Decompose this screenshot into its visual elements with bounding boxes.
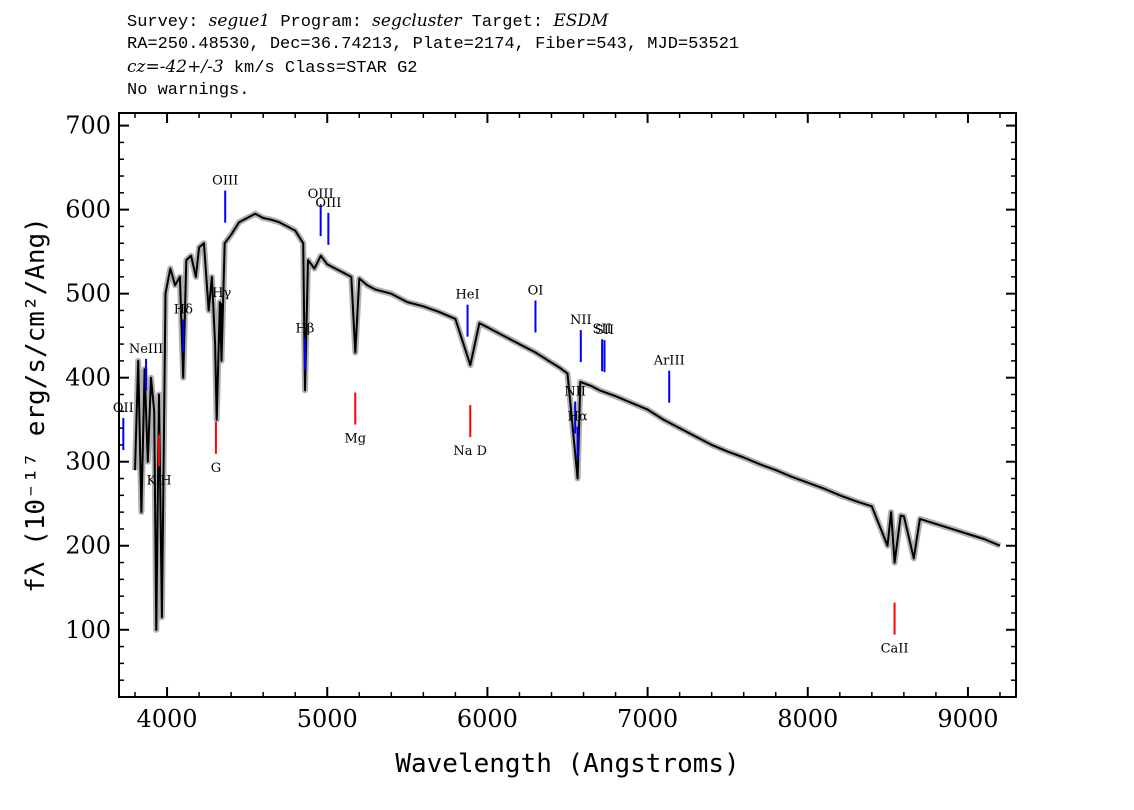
- line-marker-4: OIII: [308, 187, 334, 237]
- y-tick-label: 200: [65, 532, 111, 560]
- target-label: Target:: [471, 13, 544, 32]
- line-marker-label: OII: [113, 401, 134, 416]
- line-marker-6: OII: [113, 401, 134, 451]
- header-line-3: cz=-42+/-3 km/s Class=STAR G2: [127, 56, 739, 80]
- line-marker-2: OIII: [212, 174, 238, 223]
- line-marker-label: NII: [564, 385, 586, 400]
- x-tick-label: 6000: [457, 705, 518, 733]
- target-value: ESDM: [553, 11, 609, 31]
- line-marker-3: Hβ: [296, 321, 315, 371]
- cz-unit-class: km/s Class=STAR G2: [223, 59, 418, 78]
- line-marker-label: SII: [595, 323, 614, 338]
- line-marker-label: SII: [593, 322, 612, 337]
- line-marker-9: OI: [528, 283, 544, 333]
- program-value: segcluster: [372, 11, 462, 31]
- line-marker-1: Hδ: [174, 302, 193, 352]
- line-marker-label: CaII: [881, 642, 909, 657]
- survey-label: Survey:: [127, 13, 199, 32]
- x-tick-label: 9000: [937, 705, 998, 733]
- y-tick-label: 400: [65, 364, 111, 392]
- survey-value: segue1: [208, 11, 271, 31]
- line-marker-label: OIII: [308, 187, 334, 202]
- line-marker-7: NeIII: [129, 342, 163, 391]
- y-axis-title: fλ (10⁻¹⁷ erg/s/cm²/Ang): [21, 217, 51, 593]
- spectrum-line-0: [134, 212, 1001, 631]
- line-marker-label: K H: [146, 473, 171, 488]
- line-marker-label: OI: [528, 283, 544, 298]
- line-marker-16: K H: [146, 434, 172, 488]
- line-marker-11: Hα: [568, 410, 588, 459]
- line-marker-label: NII: [570, 313, 592, 328]
- cz-value: -42+/-3: [159, 57, 224, 77]
- line-marker-label: HeI: [455, 288, 479, 303]
- line-marker-label: Hα: [568, 410, 588, 425]
- header-line-2: RA=250.48530, Dec=36.74213, Plate=2174, …: [127, 35, 740, 54]
- y-tick-label: 100: [65, 616, 111, 644]
- line-marker-12: NII: [570, 313, 592, 363]
- line-marker-label: OIII: [212, 174, 238, 189]
- line-marker-10: NII: [564, 385, 586, 434]
- line-marker-13: SII: [593, 322, 612, 372]
- y-tick-label: 500: [65, 280, 111, 308]
- x-axis-title: Wavelength (Angstroms): [395, 749, 739, 779]
- line-marker-0: Hγ: [212, 286, 231, 336]
- line-marker-label: ArIII: [653, 354, 685, 369]
- y-tick-label: 700: [65, 112, 111, 140]
- y-tick-label: 600: [65, 196, 111, 224]
- line-marker-label: NeIII: [129, 342, 163, 357]
- line-marker-5: OIII: [315, 196, 341, 245]
- x-tick-label: 4000: [137, 705, 198, 733]
- line-marker-15: ArIII: [653, 354, 685, 403]
- spectrum-series: [134, 212, 1001, 631]
- line-marker-label: G: [211, 461, 221, 476]
- line-marker-label: OIII: [315, 196, 341, 211]
- line-marker-label: Na D: [453, 444, 487, 459]
- line-marker-8: HeI: [455, 288, 480, 337]
- x-tick-label: 8000: [777, 705, 838, 733]
- line-marker-label: Hγ: [212, 286, 231, 301]
- line-marker-label: Hδ: [174, 302, 193, 317]
- header-line-4: No warnings.: [127, 81, 250, 100]
- line-marker-label: Mg: [344, 431, 366, 446]
- spectrum-header: Survey: segue1 Program: segcluster Targe…: [127, 10, 739, 102]
- x-tick-label: 5000: [297, 705, 358, 733]
- axis-ticks: 4000 5000 6000 7000 8000 9000 100 200 300 400 500 6…: [65, 112, 1016, 733]
- line-marker-20: CaII: [881, 602, 909, 657]
- cz-label: cz=: [127, 57, 160, 77]
- x-tick-label: 7000: [617, 705, 678, 733]
- line-marker-label: Hβ: [296, 321, 315, 336]
- line-marker-14: SII: [595, 323, 614, 373]
- header-line-1: Survey: segue1 Program: segcluster Targe…: [127, 10, 739, 34]
- line-marker-19: Na D: [453, 405, 487, 459]
- line-marker-18: Mg: [344, 392, 366, 446]
- program-label: Program:: [280, 13, 362, 32]
- plot-frame: [118, 112, 1017, 698]
- y-tick-label: 300: [65, 448, 111, 476]
- line-marker-17: G: [211, 421, 221, 476]
